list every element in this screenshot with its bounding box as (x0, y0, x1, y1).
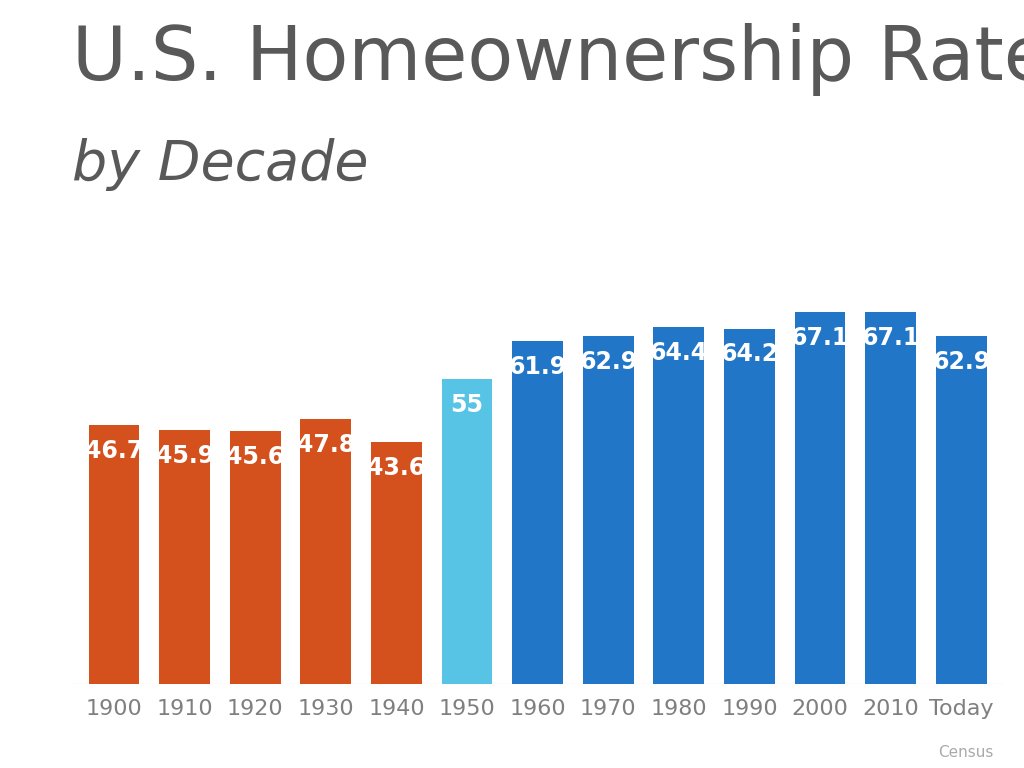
Text: 64.2: 64.2 (720, 343, 778, 366)
Text: 47.8: 47.8 (297, 433, 355, 457)
Bar (441, 379, 493, 684)
Text: 45.6: 45.6 (226, 445, 285, 469)
Text: 64.4: 64.4 (649, 341, 708, 366)
Bar (89, 425, 139, 684)
Text: 61.9: 61.9 (509, 355, 566, 379)
Text: 43.6: 43.6 (368, 456, 426, 480)
Bar (159, 430, 210, 684)
Text: 62.9: 62.9 (932, 349, 990, 373)
Bar (583, 336, 634, 684)
Bar (795, 313, 846, 684)
Bar (724, 329, 775, 684)
Text: 45.9: 45.9 (156, 444, 214, 468)
Text: 46.7: 46.7 (85, 439, 143, 463)
Text: 55: 55 (451, 393, 483, 417)
Bar (229, 432, 281, 684)
Bar (865, 313, 916, 684)
Text: 67.1: 67.1 (861, 326, 920, 350)
Text: 62.9: 62.9 (579, 349, 637, 373)
Bar (936, 336, 986, 684)
Text: by Decade: by Decade (72, 138, 369, 191)
Text: Census: Census (938, 745, 993, 760)
Text: 67.1: 67.1 (791, 326, 849, 350)
Bar (512, 341, 563, 684)
Bar (371, 442, 422, 684)
Text: U.S. Homeownership Rate: U.S. Homeownership Rate (72, 23, 1024, 96)
Bar (300, 419, 351, 684)
Bar (653, 327, 705, 684)
